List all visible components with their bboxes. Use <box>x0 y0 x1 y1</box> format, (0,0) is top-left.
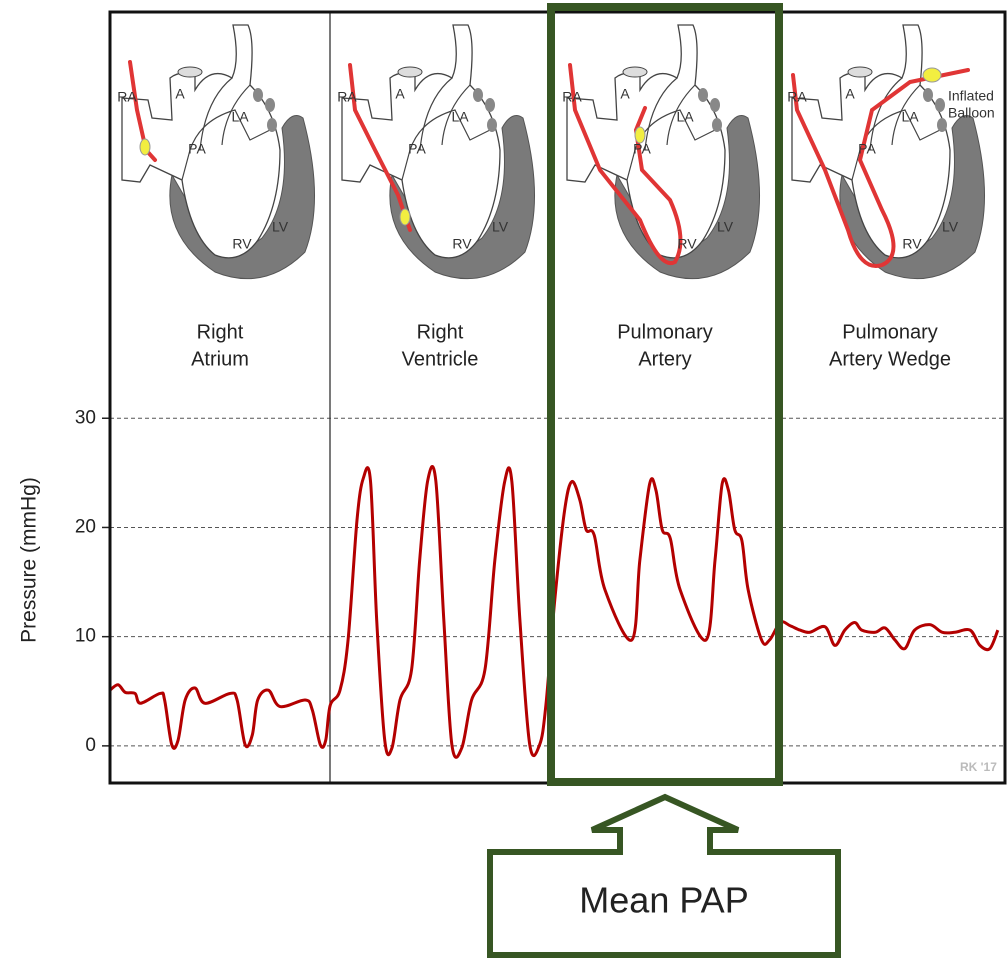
heart-label: LV <box>717 219 734 235</box>
heart-label: LV <box>942 219 959 235</box>
heart-label: LV <box>492 219 509 235</box>
heart-label: RA <box>562 89 582 105</box>
balloons <box>139 67 942 226</box>
catheter <box>568 63 683 266</box>
y-tick-label: 20 <box>75 516 96 537</box>
balloon-label: Balloon <box>948 105 995 121</box>
heart-label: LA <box>231 109 249 125</box>
heart-illustration <box>341 24 536 280</box>
balloon <box>922 67 942 83</box>
heart-label: A <box>175 86 185 102</box>
panel-label: Right <box>197 321 244 343</box>
highlight-box <box>547 3 783 786</box>
heart-label: LV <box>272 219 289 235</box>
heart-label: A <box>620 86 630 102</box>
panel-label: Right <box>417 321 464 343</box>
panel-label: Pulmonary <box>842 321 938 343</box>
balloon <box>399 208 411 226</box>
heart-illustration <box>791 24 986 280</box>
panel-label: Artery Wedge <box>829 348 951 370</box>
heart-label: PA <box>858 141 876 157</box>
catheter <box>348 63 412 232</box>
heart-label: RA <box>787 89 807 105</box>
callout-text: Mean PAP <box>579 880 748 921</box>
heart-label: RA <box>337 89 357 105</box>
y-tick-label: 30 <box>75 407 96 428</box>
heart-illustration <box>121 24 316 280</box>
heart-label: PA <box>408 141 426 157</box>
y-tick-label: 0 <box>85 735 96 756</box>
heart-illustration <box>566 24 761 280</box>
heart-label: LA <box>676 109 694 125</box>
heart-label: PA <box>633 141 651 157</box>
panel-label: Ventricle <box>402 348 479 370</box>
catheter <box>791 68 970 268</box>
heart-label: LA <box>901 109 919 125</box>
balloon-label: Inflated <box>948 88 994 104</box>
panel-label: Pulmonary <box>617 321 713 343</box>
balloon <box>139 138 151 156</box>
panel-label: Atrium <box>191 348 249 370</box>
catheters <box>128 60 970 268</box>
heart-label: RV <box>902 236 922 252</box>
balloon <box>634 126 646 144</box>
y-tick-label: 10 <box>75 626 96 647</box>
heart-label: RV <box>677 236 697 252</box>
heart-labels: RA A PA LA RV LV RA A PA LA RV LV RA A PA LA RV LV RA A PA LA… <box>117 86 958 252</box>
y-axis-label: Pressure (mmHg) <box>18 477 41 643</box>
catheter <box>128 60 157 162</box>
heart-label: A <box>395 86 405 102</box>
callout-box <box>487 793 841 958</box>
heart-label: RV <box>452 236 472 252</box>
heart-label: LA <box>451 109 469 125</box>
heart-label: A <box>845 86 855 102</box>
heart-label: RA <box>117 89 137 105</box>
pressure-line <box>109 465 1000 759</box>
heart-label: PA <box>188 141 206 157</box>
panel-label: Artery <box>638 348 691 370</box>
heart-label: RV <box>232 236 252 252</box>
credit: RK '17 <box>960 760 997 774</box>
